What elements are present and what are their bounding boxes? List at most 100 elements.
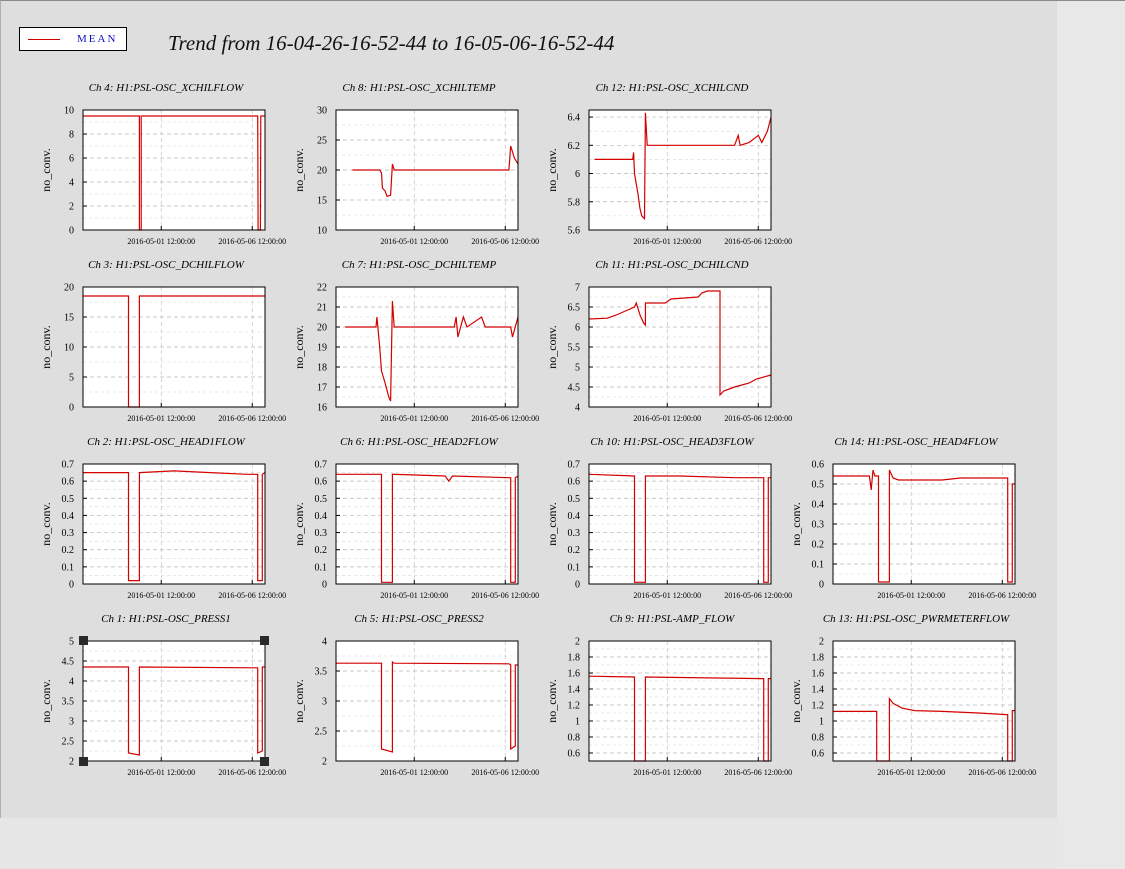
tick-label-x: 2016-05-01 12:00:00 (127, 591, 195, 600)
y-axis-label: no_conv. (39, 325, 53, 369)
tick-label-y: 5.6 (568, 226, 581, 237)
tick-label-x: 2016-05-06 12:00:00 (218, 237, 286, 246)
tick-label-y: 0.5 (62, 494, 75, 505)
series-line (833, 469, 1015, 583)
chart-1: 0 2 4 6 8 10 2016-05-01 12:00:00 2016-05-06 12:… (39, 82, 286, 246)
tick-label-y: 0.6 (62, 477, 75, 488)
plot-frame (335, 286, 519, 408)
tick-label-x: 2016-05-01 12:00:00 (380, 237, 448, 246)
tick-label-y: 25 (317, 136, 327, 147)
tick-label-y: 0 (575, 580, 580, 591)
plot-frame (82, 640, 266, 762)
plot-frame (335, 463, 519, 585)
tick-label-y: 4.5 (568, 383, 581, 394)
tick-label-y: 1.8 (568, 653, 581, 664)
tick-label-y: 3.5 (315, 667, 328, 678)
plot-area (589, 641, 771, 761)
tick-label-y: 0.3 (315, 528, 328, 539)
tick-label-y: 1.2 (812, 701, 825, 712)
plot-frame (82, 463, 266, 585)
tick-label-y: 1 (819, 717, 824, 728)
plot-frame (832, 463, 1016, 585)
tick-label-x: 2016-05-06 12:00:00 (471, 237, 539, 246)
selection-handle-top-right[interactable] (260, 636, 269, 645)
plot-frame (82, 286, 266, 408)
tick-label-y: 20 (64, 283, 74, 294)
series-line (336, 473, 519, 583)
chart-title: Ch 14: H1:PSL-OSC_HEAD4FLOW (834, 436, 998, 448)
page-title: Trend from 16-04-26-16-52-44 to 16-05-06… (168, 31, 615, 55)
chart-title: Ch 4: H1:PSL-OSC_XCHILFLOW (89, 82, 244, 94)
tick-label-x: 2016-05-01 12:00:00 (877, 768, 945, 777)
chart-3: 5.6 5.8 6 6.2 6.4 2016-05-01 12:00:00 2016-05-… (545, 82, 792, 246)
tick-label-y: 6.4 (568, 113, 581, 124)
tick-label-y: 19 (317, 343, 327, 354)
tick-label-y: 7 (575, 283, 580, 294)
series-line (588, 290, 772, 397)
tick-label-x: 2016-05-01 12:00:00 (127, 237, 195, 246)
tick-label-x: 2016-05-06 12:00:00 (218, 768, 286, 777)
tick-label-y: 0.2 (812, 540, 825, 551)
tick-label-y: 0.1 (568, 562, 581, 573)
tick-label-y: 10 (317, 226, 327, 237)
selection-handle-top-left[interactable] (79, 636, 88, 645)
tick-label-y: 0.6 (568, 749, 581, 760)
tick-label-y: 21 (317, 303, 327, 314)
tick-label-y: 0.6 (812, 460, 825, 471)
tick-label-y: 20 (317, 166, 327, 177)
chart-11: 2 2.5 3 3.5 4 4.5 5 2016-05-01 12:00:00 2016-05-… (39, 613, 286, 777)
tick-label-y: 0 (69, 226, 74, 237)
chart-10: 0 0.1 0.2 0.3 0.4 0.5 0.6 2016-05-01 12:00:00 20… (789, 436, 1036, 600)
tick-label-y: 0.3 (62, 528, 75, 539)
y-axis-label: no_conv. (39, 679, 53, 723)
plot-area (589, 110, 771, 230)
tick-label-x: 2016-05-06 12:00:00 (471, 768, 539, 777)
tick-label-y: 0.6 (315, 477, 328, 488)
tick-label-y: 0 (819, 580, 824, 591)
y-axis-label: no_conv. (292, 148, 306, 192)
tick-label-y: 2 (69, 757, 74, 768)
plot-frame (335, 640, 519, 762)
chart-title: Ch 7: H1:PSL-OSC_DCHILTEMP (342, 259, 497, 271)
plot-frame (588, 640, 772, 762)
tick-label-y: 5 (69, 637, 74, 648)
tick-label-y: 5.8 (568, 197, 581, 208)
y-axis-label: no_conv. (789, 502, 803, 546)
tick-label-y: 4.5 (62, 657, 75, 668)
tick-label-y: 22 (317, 283, 327, 294)
chart-7: 0 0.1 0.2 0.3 0.4 0.5 0.6 0.7 2016-05-01 12:00:0… (39, 436, 286, 600)
tick-label-y: 15 (317, 196, 327, 207)
chart-14: 0.6 0.8 1 1.2 1.4 1.6 1.8 2 2016-05-01 12:00:00 2… (789, 613, 1036, 777)
y-axis-label: no_conv. (545, 325, 559, 369)
tick-label-x: 2016-05-06 12:00:00 (218, 591, 286, 600)
selection-handle-bottom-right[interactable] (260, 757, 269, 766)
tick-label-x: 2016-05-06 12:00:00 (724, 237, 792, 246)
y-axis-label: no_conv. (39, 148, 53, 192)
tick-label-x: 2016-05-01 12:00:00 (633, 768, 701, 777)
tick-label-y: 16 (317, 403, 327, 414)
plot-frame (588, 463, 772, 585)
tick-label-y: 5 (575, 363, 580, 374)
tick-label-y: 3.5 (62, 697, 75, 708)
tick-label-y: 1 (575, 717, 580, 728)
selection-handle-bottom-left[interactable] (79, 757, 88, 766)
tick-label-y: 0 (322, 580, 327, 591)
tick-label-x: 2016-05-01 12:00:00 (633, 591, 701, 600)
tick-label-y: 4 (322, 637, 327, 648)
legend-label: MEAN (77, 33, 118, 45)
tick-label-y: 6.2 (568, 141, 581, 152)
y-axis-label: no_conv. (292, 679, 306, 723)
tick-label-y: 0 (69, 403, 74, 414)
tick-label-y: 10 (64, 106, 74, 117)
series-line (588, 675, 771, 762)
chart-5: 16 17 18 19 20 21 22 2016-05-01 12:00:00 2016-05… (292, 259, 539, 423)
chart-title: Ch 6: H1:PSL-OSC_HEAD2FLOW (340, 436, 498, 448)
tick-label-y: 30 (317, 106, 327, 117)
tick-label-y: 1.2 (568, 701, 581, 712)
plot-frame (588, 109, 772, 231)
tick-label-y: 2.5 (315, 727, 328, 738)
tick-label-y: 0.1 (812, 560, 825, 571)
tick-label-x: 2016-05-06 12:00:00 (471, 414, 539, 423)
chart-title: Ch 1: H1:PSL-OSC_PRESS1 (101, 613, 231, 625)
tick-label-y: 2 (575, 637, 580, 648)
